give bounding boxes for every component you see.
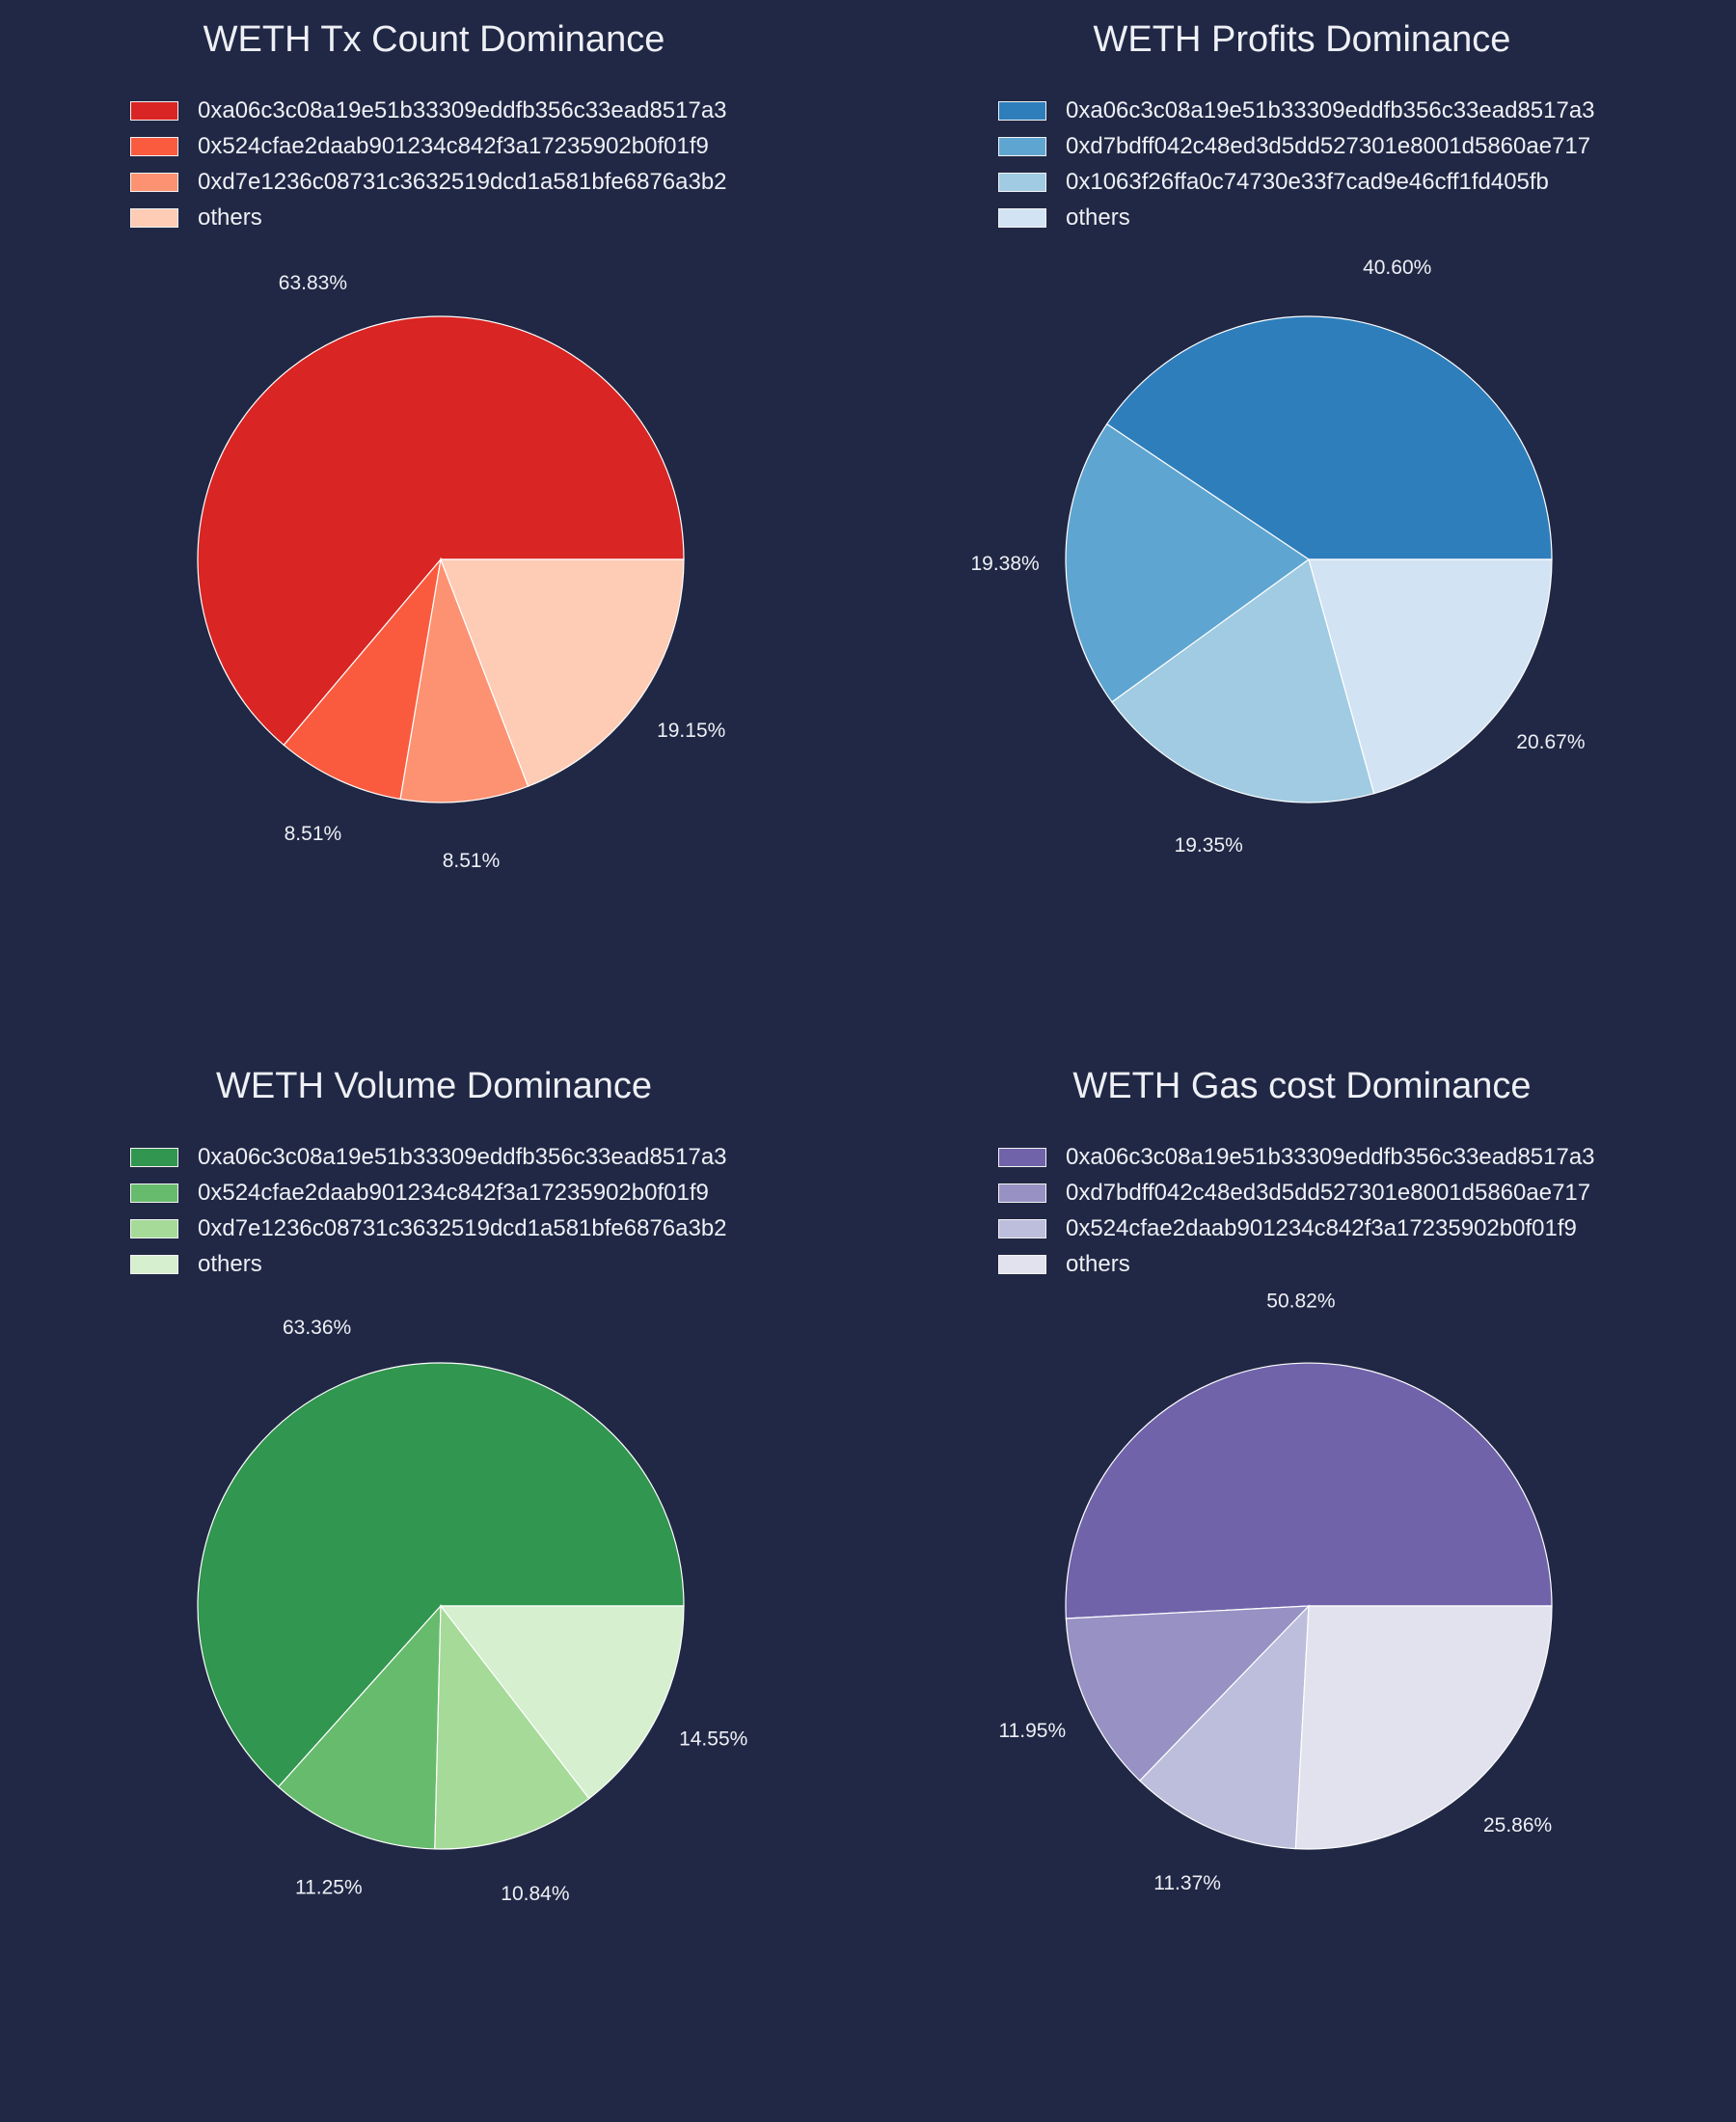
legend-label: others — [1066, 204, 1130, 231]
slice-percent-label: 19.35% — [1175, 834, 1243, 857]
legend-item: 0xd7e1236c08731c3632519dcd1a581bfe6876a3… — [130, 164, 727, 200]
legend-item: 0xd7bdff042c48ed3d5dd527301e8001d5860ae7… — [998, 128, 1595, 164]
slice-percent-label: 40.60% — [1363, 257, 1431, 279]
pie-slice — [1065, 1362, 1553, 1619]
chart-panel-gas-cost: WETH Gas cost Dominance 0xa06c3c08a19e51… — [868, 1047, 1736, 2093]
slice-percent-label: 19.38% — [970, 553, 1039, 575]
legend-label: others — [198, 204, 262, 231]
legend-swatch — [130, 1254, 178, 1274]
pie-chart: 63.83% 8.51% 8.51% 19.15% — [197, 272, 725, 872]
legend-label: 0xd7e1236c08731c3632519dcd1a581bfe6876a3… — [198, 1214, 727, 1241]
legend-swatch — [130, 100, 178, 121]
pie-slice — [1105, 315, 1553, 560]
pie-slice — [439, 1605, 685, 1800]
legend: 0xa06c3c08a19e51b33309eddfb356c33ead8517… — [130, 93, 727, 235]
pie-slice — [1294, 1605, 1553, 1850]
pie-slice — [197, 315, 685, 747]
legend-swatch — [998, 207, 1046, 228]
legend-item: others — [998, 1246, 1595, 1282]
legend-label: 0xa06c3c08a19e51b33309eddfb356c33ead8517… — [198, 1143, 727, 1170]
slice-percent-label: 50.82% — [1266, 1291, 1335, 1313]
legend-item: 0x1063f26ffa0c74730e33f7cad9e46cff1fd405… — [998, 164, 1595, 200]
pie-chart: 63.36% 11.25% 10.84% 14.55% — [197, 1317, 747, 1905]
pie-slice — [1308, 558, 1553, 795]
pie-slice — [197, 1362, 685, 1788]
chart-title: WETH Tx Count Dominance — [203, 19, 665, 60]
slice-percent-label: 8.51% — [443, 850, 501, 872]
chart-panel-profits: WETH Profits Dominance 0xa06c3c08a19e51b… — [868, 0, 1736, 1047]
slice-percent-label: 63.36% — [283, 1317, 351, 1339]
pie-slice — [440, 558, 685, 787]
slice-percent-label: 11.95% — [998, 1720, 1066, 1742]
legend-swatch — [998, 172, 1046, 192]
slice-percent-label: 25.86% — [1483, 1814, 1552, 1836]
legend-label: 0x524cfae2daab901234c842f3a17235902b0f01… — [198, 132, 709, 159]
legend-item: 0xa06c3c08a19e51b33309eddfb356c33ead8517… — [130, 93, 727, 128]
legend-swatch — [130, 172, 178, 192]
legend-swatch — [130, 207, 178, 228]
legend-swatch — [130, 1147, 178, 1167]
legend-swatch — [998, 1183, 1046, 1203]
legend-item: 0xd7e1236c08731c3632519dcd1a581bfe6876a3… — [130, 1211, 727, 1246]
legend-label: 0xa06c3c08a19e51b33309eddfb356c33ead8517… — [1066, 96, 1595, 123]
legend-item: 0x524cfae2daab901234c842f3a17235902b0f01… — [998, 1211, 1595, 1246]
slice-percent-label: 20.67% — [1516, 731, 1585, 753]
slice-percent-label: 19.15% — [657, 720, 725, 742]
chart-panel-volume: WETH Volume Dominance 0xa06c3c08a19e51b3… — [0, 1047, 868, 2093]
legend-label: 0x1063f26ffa0c74730e33f7cad9e46cff1fd405… — [1066, 168, 1549, 195]
pie-slice — [399, 557, 529, 803]
legend: 0xa06c3c08a19e51b33309eddfb356c33ead8517… — [998, 1139, 1595, 1282]
legend-label: others — [198, 1250, 262, 1277]
slice-percent-label: 11.25% — [295, 1876, 363, 1898]
legend-swatch — [998, 100, 1046, 121]
legend-item: others — [998, 200, 1595, 235]
chart-panel-tx-count: WETH Tx Count Dominance 0xa06c3c08a19e51… — [0, 0, 868, 1047]
legend-swatch — [998, 1147, 1046, 1167]
chart-title: WETH Volume Dominance — [216, 1066, 652, 1106]
legend-item: 0xd7bdff042c48ed3d5dd527301e8001d5860ae7… — [998, 1175, 1595, 1211]
legend-item: 0xa06c3c08a19e51b33309eddfb356c33ead8517… — [130, 1139, 727, 1175]
pie-chart: 40.60% 19.38% 19.35% 20.67% — [970, 257, 1585, 857]
legend-label: others — [1066, 1250, 1130, 1277]
legend: 0xa06c3c08a19e51b33309eddfb356c33ead8517… — [130, 1139, 727, 1282]
chart-title: WETH Gas cost Dominance — [1072, 1066, 1532, 1106]
pie-slice — [277, 1604, 442, 1850]
legend-swatch — [130, 1183, 178, 1203]
slice-percent-label: 11.37% — [1153, 1872, 1221, 1894]
legend-swatch — [130, 136, 178, 156]
pie-slice — [434, 1604, 590, 1850]
legend: 0xa06c3c08a19e51b33309eddfb356c33ead8517… — [998, 93, 1595, 235]
pie-slice — [1065, 422, 1311, 703]
pie-slice — [1111, 558, 1375, 803]
legend-item: others — [130, 1246, 727, 1282]
pie-slice — [283, 557, 442, 801]
legend-label: 0xa06c3c08a19e51b33309eddfb356c33ead8517… — [198, 96, 727, 123]
legend-item: 0xa06c3c08a19e51b33309eddfb356c33ead8517… — [998, 1139, 1595, 1175]
legend-swatch — [998, 1218, 1046, 1238]
legend-swatch — [130, 1218, 178, 1238]
legend-item: 0xa06c3c08a19e51b33309eddfb356c33ead8517… — [998, 93, 1595, 128]
legend-label: 0x524cfae2daab901234c842f3a17235902b0f01… — [198, 1179, 709, 1206]
legend-swatch — [998, 136, 1046, 156]
legend-label: 0xd7e1236c08731c3632519dcd1a581bfe6876a3… — [198, 168, 727, 195]
legend-label: 0xd7bdff042c48ed3d5dd527301e8001d5860ae7… — [1066, 1179, 1591, 1206]
legend-swatch — [998, 1254, 1046, 1274]
pie-slice — [1065, 1605, 1311, 1782]
legend-item: 0x524cfae2daab901234c842f3a17235902b0f01… — [130, 1175, 727, 1211]
slice-percent-label: 10.84% — [501, 1883, 569, 1905]
pie-chart: 50.82% 11.95% 11.37% 25.86% — [998, 1291, 1553, 1894]
legend-label: 0xd7bdff042c48ed3d5dd527301e8001d5860ae7… — [1066, 132, 1591, 159]
legend-item: others — [130, 200, 727, 235]
legend-label: 0x524cfae2daab901234c842f3a17235902b0f01… — [1066, 1214, 1577, 1241]
slice-percent-label: 8.51% — [285, 823, 342, 845]
legend-label: 0xa06c3c08a19e51b33309eddfb356c33ead8517… — [1066, 1143, 1595, 1170]
slice-percent-label: 63.83% — [279, 272, 347, 294]
legend-item: 0x524cfae2daab901234c842f3a17235902b0f01… — [130, 128, 727, 164]
chart-title: WETH Profits Dominance — [1093, 19, 1511, 60]
slice-percent-label: 14.55% — [679, 1728, 747, 1751]
pie-slice — [1139, 1604, 1310, 1850]
